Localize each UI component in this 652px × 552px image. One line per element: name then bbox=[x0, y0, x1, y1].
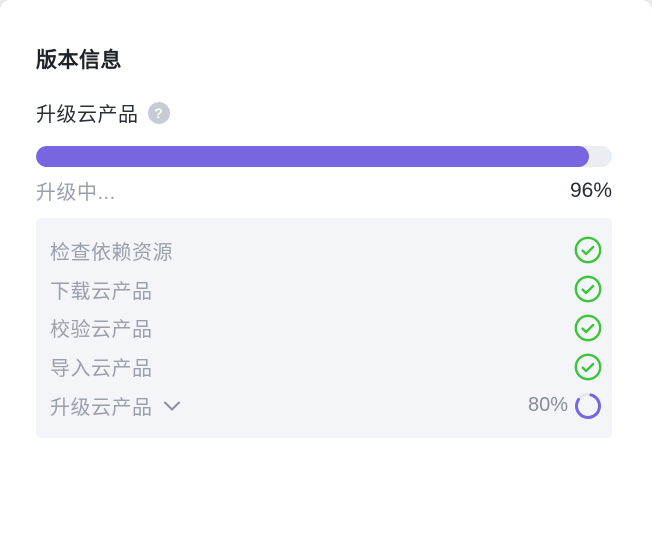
step-percent-value: 80% bbox=[527, 394, 568, 417]
step-row-download: 下载云产品 bbox=[50, 270, 602, 309]
upgrade-steps-panel: 检查依赖资源 下载云产品 校验云产品 导入云产品 bbox=[36, 218, 612, 438]
upgrade-progress-fill bbox=[36, 146, 589, 167]
help-icon[interactable]: ? bbox=[147, 101, 170, 124]
check-circle-icon bbox=[574, 236, 602, 264]
check-circle-icon bbox=[574, 314, 602, 342]
step-label: 检查依赖资源 bbox=[50, 241, 173, 264]
upgrade-progress-bar bbox=[36, 146, 612, 167]
upgrade-label: 升级云产品 bbox=[36, 104, 139, 126]
step-row-import: 导入云产品 bbox=[50, 347, 602, 386]
step-label: 下载云产品 bbox=[50, 280, 153, 303]
chevron-down-icon[interactable] bbox=[163, 399, 181, 413]
step-row-verify: 校验云产品 bbox=[50, 309, 602, 348]
spinner-icon bbox=[575, 392, 601, 419]
upgrade-percent-value: 96% bbox=[569, 178, 612, 202]
upgrade-status-row: 升级中... 96% bbox=[36, 176, 612, 205]
upgrade-section-header: 升级云产品 ? bbox=[36, 98, 612, 127]
check-circle-icon bbox=[574, 275, 602, 303]
step-row-check-dependencies: 检查依赖资源 bbox=[50, 231, 602, 270]
page-title: 版本信息 bbox=[36, 49, 122, 72]
step-row-upgrade[interactable]: 升级云产品 80% bbox=[50, 386, 602, 425]
upgrade-status-text: 升级中... bbox=[36, 182, 116, 204]
step-label: 升级云产品 bbox=[50, 397, 153, 420]
step-label: 校验云产品 bbox=[50, 319, 153, 342]
step-label: 导入云产品 bbox=[50, 358, 153, 381]
check-circle-icon bbox=[574, 353, 602, 381]
